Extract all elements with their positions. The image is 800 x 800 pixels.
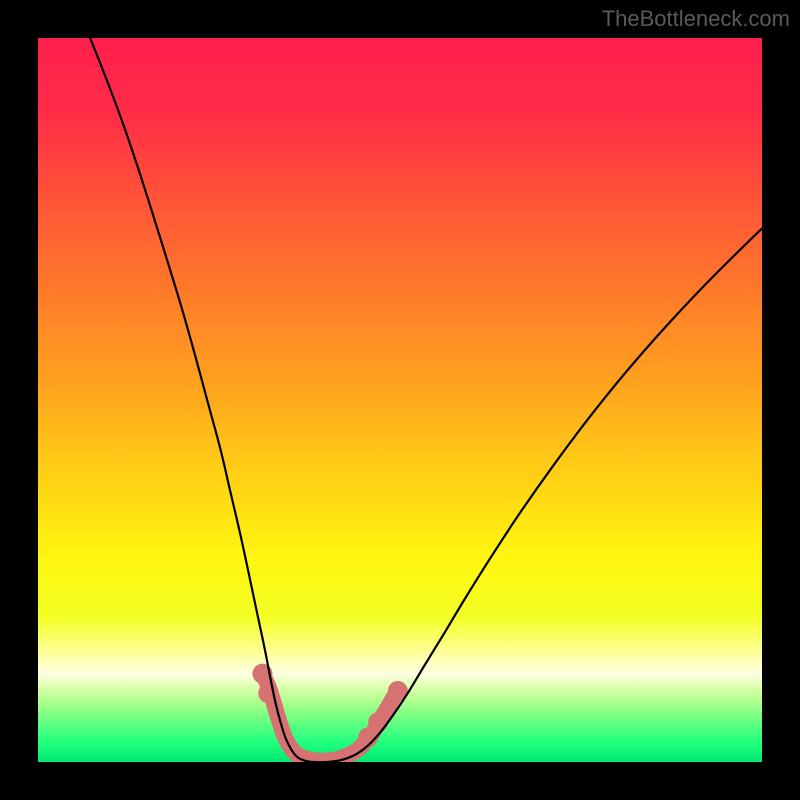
chart-frame: TheBottleneck.com	[0, 0, 800, 800]
plot-area	[38, 38, 762, 762]
chart-overlay	[38, 38, 762, 762]
curve-lines	[90, 38, 762, 762]
watermark-text: TheBottleneck.com	[602, 6, 790, 32]
